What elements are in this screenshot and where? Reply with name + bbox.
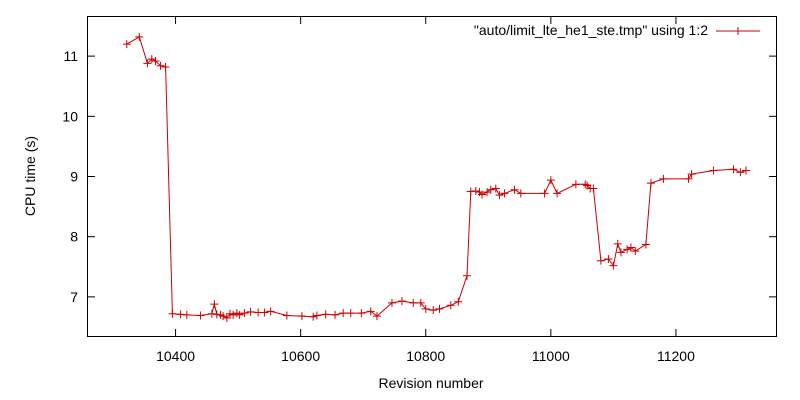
data-point [491,184,500,193]
data-point [339,309,348,318]
data-point [235,310,244,319]
data-point [478,190,487,199]
legend-marker [734,27,742,35]
data-point [212,310,221,319]
data-point [659,174,668,183]
data-point [687,170,696,179]
y-tick-label: 11 [63,48,78,64]
data-point [219,312,228,321]
data-point [151,56,160,65]
data-point [553,189,562,198]
x-tick-label: 11200 [657,348,695,364]
data-point [161,62,170,71]
data-point [631,247,640,256]
y-axis-ticks: 7 8 9 10 11 [62,48,776,305]
data-point [646,179,655,188]
data-point [435,304,444,313]
data-point [454,297,463,306]
y-tick-label: 7 [70,289,78,305]
data-point [168,309,177,318]
y-axis-label: CPU time (s) [22,136,38,216]
y-tick-label: 8 [70,229,78,245]
x-axis-label: Revision number [378,375,483,391]
data-point [222,313,231,322]
data-point [709,166,718,175]
data-point [540,189,549,198]
data-point [571,180,580,189]
data-point [613,239,622,248]
data-point [246,307,255,316]
data-point [471,186,480,195]
data-point [309,312,318,321]
data-point [596,256,605,265]
data-point [266,307,275,316]
data-point [421,304,430,313]
data-point [463,271,472,280]
data-point [321,310,330,319]
x-tick-label: 10600 [281,348,320,364]
data-point [176,310,185,319]
data-point [741,166,750,175]
data-point [357,309,366,318]
data-point [641,240,650,249]
data-point [372,312,381,321]
data-point [623,245,632,254]
data-point [147,55,156,64]
data-point [135,32,144,41]
y-tick-label: 10 [62,108,78,124]
data-point [626,243,635,252]
data-point [510,185,519,194]
data-point [466,187,475,196]
data-point [446,301,455,310]
data-point [409,298,418,307]
data-point [516,189,525,198]
data-point [604,254,613,263]
data-point [240,309,249,318]
data-point [729,165,738,174]
data-point [312,311,321,320]
data-point [397,297,406,306]
data-point [210,300,219,309]
data-point [297,312,306,321]
legend: "auto/limit_lte_he1_ste.tmp" using 1:2 [474,22,760,38]
y-tick-label: 9 [70,169,78,185]
plot-frame [87,16,777,337]
data-point [331,310,340,319]
data-point [546,176,555,185]
data-point [581,180,590,189]
legend-label: "auto/limit_lte_he1_ste.tmp" using 1:2 [474,22,708,38]
data-point [429,306,438,315]
data-point [609,261,618,270]
x-tick-label: 10800 [406,348,445,364]
data-point [684,174,693,183]
data-point [366,307,375,316]
x-tick-label: 11000 [532,348,570,364]
data-point [207,309,216,318]
data-point [495,191,504,200]
data-point [182,310,191,319]
data-point [736,168,745,177]
data-point [196,311,205,320]
x-tick-label: 10400 [156,348,195,364]
data-point [387,298,396,307]
data-point [616,248,625,257]
data-point [589,184,598,193]
series-layer [122,32,750,322]
data-point [346,309,355,318]
data-point [486,185,495,194]
data-point [122,40,131,49]
data-point [282,311,291,320]
data-point [416,298,425,307]
data-point [143,59,152,68]
data-point [500,189,509,198]
data-point [156,61,165,70]
x-axis-ticks: 10400 10600 10800 11000 11200 [156,17,695,364]
data-point [260,308,269,317]
